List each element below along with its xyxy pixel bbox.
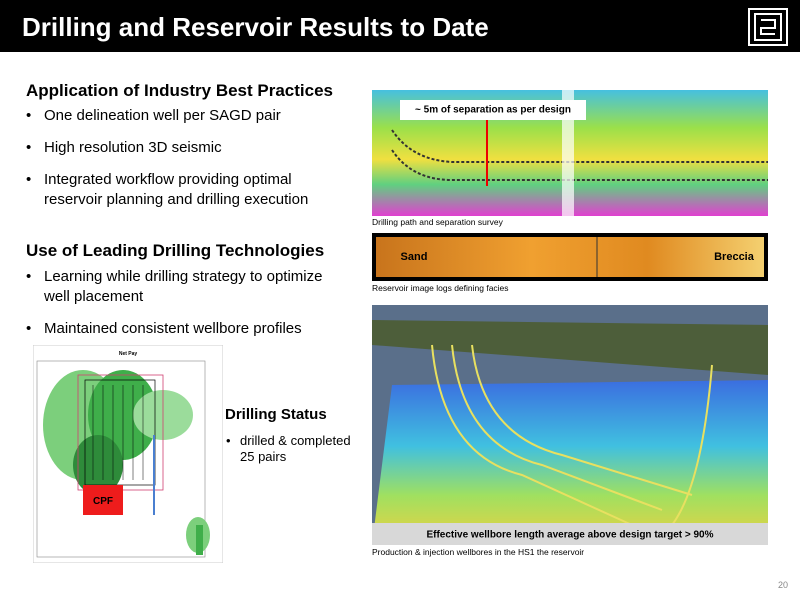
bullet: High resolution 3D seismic: [24, 138, 344, 158]
logo: [748, 8, 788, 46]
wellbore-image: Effective wellbore length average above …: [372, 305, 768, 545]
section-heading: Use of Leading Drilling Technologies: [26, 241, 325, 260]
status-heading: Drilling Status: [225, 406, 327, 423]
facies-label: Breccia: [714, 251, 755, 263]
bullet-list: Learning while drilling strategy to opti…: [24, 267, 344, 339]
map-label: CPF: [93, 496, 113, 507]
bullet-list: One delineation well per SAGD pair High …: [24, 106, 344, 210]
map-title: Net Pay: [119, 351, 138, 357]
caption: Reservoir image logs defining facies: [372, 283, 509, 293]
caption: Production & injection wellbores in the …: [372, 547, 585, 557]
banner: Effective wellbore length average above …: [426, 530, 713, 541]
page-number: 20: [778, 580, 789, 590]
title-bar: [0, 0, 800, 52]
image-log: Sand Breccia: [372, 233, 768, 281]
slide-title: Drilling and Reservoir Results to Date: [22, 12, 489, 42]
separation-image: ~ 5m of separation as per design: [372, 90, 768, 216]
net-pay-map: CPF Net Pay: [33, 345, 223, 563]
bullet: One delineation well per SAGD pair: [24, 106, 344, 126]
section-heading: Application of Industry Best Practices: [26, 81, 334, 100]
caption: Drilling path and separation survey: [372, 217, 503, 227]
bullet: drilled & completed 25 pairs: [224, 433, 364, 465]
facies-label: Sand: [401, 251, 428, 263]
bullet-list: drilled & completed 25 pairs: [224, 433, 364, 465]
callout: ~ 5m of separation as per design: [415, 105, 571, 116]
bullet: Integrated workflow providing optimal re…: [24, 170, 334, 210]
bullet: Learning while drilling strategy to opti…: [24, 267, 344, 307]
bullet: Maintained consistent wellbore profiles: [24, 319, 344, 339]
